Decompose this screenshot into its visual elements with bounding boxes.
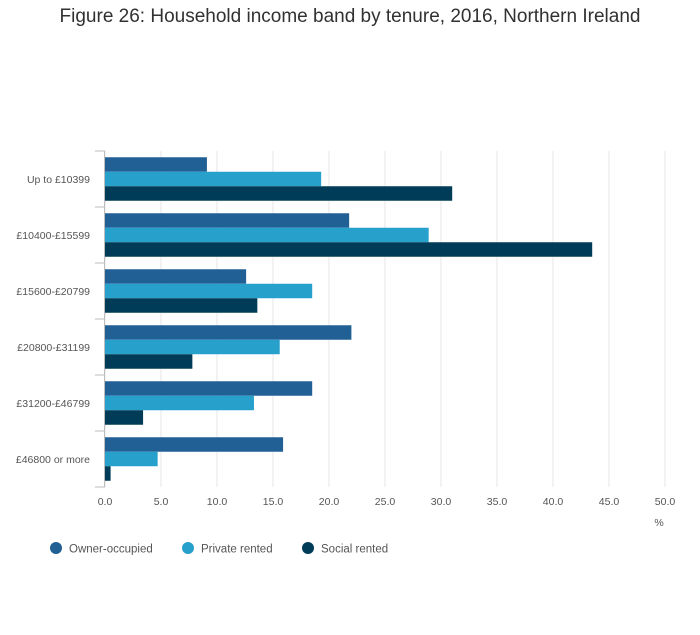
bars xyxy=(105,157,593,481)
bar-social-rented xyxy=(105,242,593,257)
x-axis: 0.0 5.0 10.0 15.0 20.0 25.0 30.0 35.0 40.0 45.0 50… xyxy=(98,496,676,508)
bar-owner-occupied xyxy=(105,325,352,340)
x-tick-label: 25.0 xyxy=(375,496,396,508)
bar-social-rented xyxy=(105,354,193,369)
legend-item[interactable]: Social rented xyxy=(302,542,388,556)
bar-owner-occupied xyxy=(105,157,207,172)
bar-private-rented xyxy=(105,339,280,355)
legend-item[interactable]: Private rented xyxy=(182,542,273,556)
y-tick-label: £10400-£15599 xyxy=(16,230,90,242)
bar-owner-occupied xyxy=(105,381,313,396)
x-tick-label: 0.0 xyxy=(98,496,113,508)
bar-owner-occupied xyxy=(105,269,247,284)
bar-private-rented xyxy=(105,227,429,243)
x-axis-unit: % xyxy=(654,517,663,529)
bar-social-rented xyxy=(105,186,453,201)
legend-swatch xyxy=(50,542,62,554)
legend-swatch xyxy=(182,542,194,554)
legend-swatch xyxy=(302,542,314,554)
y-tick-label: £20800-£31199 xyxy=(17,342,90,354)
bar-social-rented xyxy=(105,298,258,313)
y-tick-label: £15600-£20799 xyxy=(16,286,90,298)
y-tick-label: Up to £10399 xyxy=(27,174,90,186)
bar-private-rented xyxy=(105,171,322,187)
y-tick-label: £46800 or more xyxy=(16,454,90,466)
bar-social-rented xyxy=(105,410,144,425)
x-tick-label: 35.0 xyxy=(487,496,508,508)
bar-owner-occupied xyxy=(105,437,284,452)
x-tick-label: 10.0 xyxy=(207,496,228,508)
legend: Owner-occupied Private rented Social rente… xyxy=(50,542,388,556)
legend-label: Owner-occupied xyxy=(69,544,153,556)
legend-label: Private rented xyxy=(201,544,273,556)
x-tick-label: 20.0 xyxy=(319,496,340,508)
gridlines xyxy=(104,151,666,487)
y-axis: Up to £10399 £10400-£15599 £15600-£20799 £2… xyxy=(16,150,105,488)
legend-item[interactable]: Owner-occupied xyxy=(50,542,153,556)
bar-private-rented xyxy=(105,395,254,411)
x-tick-label: 50.0 xyxy=(655,496,676,508)
x-tick-label: 15.0 xyxy=(263,496,284,508)
x-tick-label: 5.0 xyxy=(154,496,169,508)
y-tick-label: £31200-£46799 xyxy=(16,398,90,410)
x-tick-label: 45.0 xyxy=(599,496,620,508)
legend-label: Social rented xyxy=(321,544,388,556)
x-tick-label: 40.0 xyxy=(543,496,564,508)
bar-social-rented xyxy=(105,466,111,481)
chart-title: Figure 26: Household income band by tenu… xyxy=(59,6,641,27)
bar-owner-occupied xyxy=(105,213,350,228)
x-tick-label: 30.0 xyxy=(431,496,452,508)
bar-private-rented xyxy=(105,451,158,467)
bar-private-rented xyxy=(105,283,313,299)
